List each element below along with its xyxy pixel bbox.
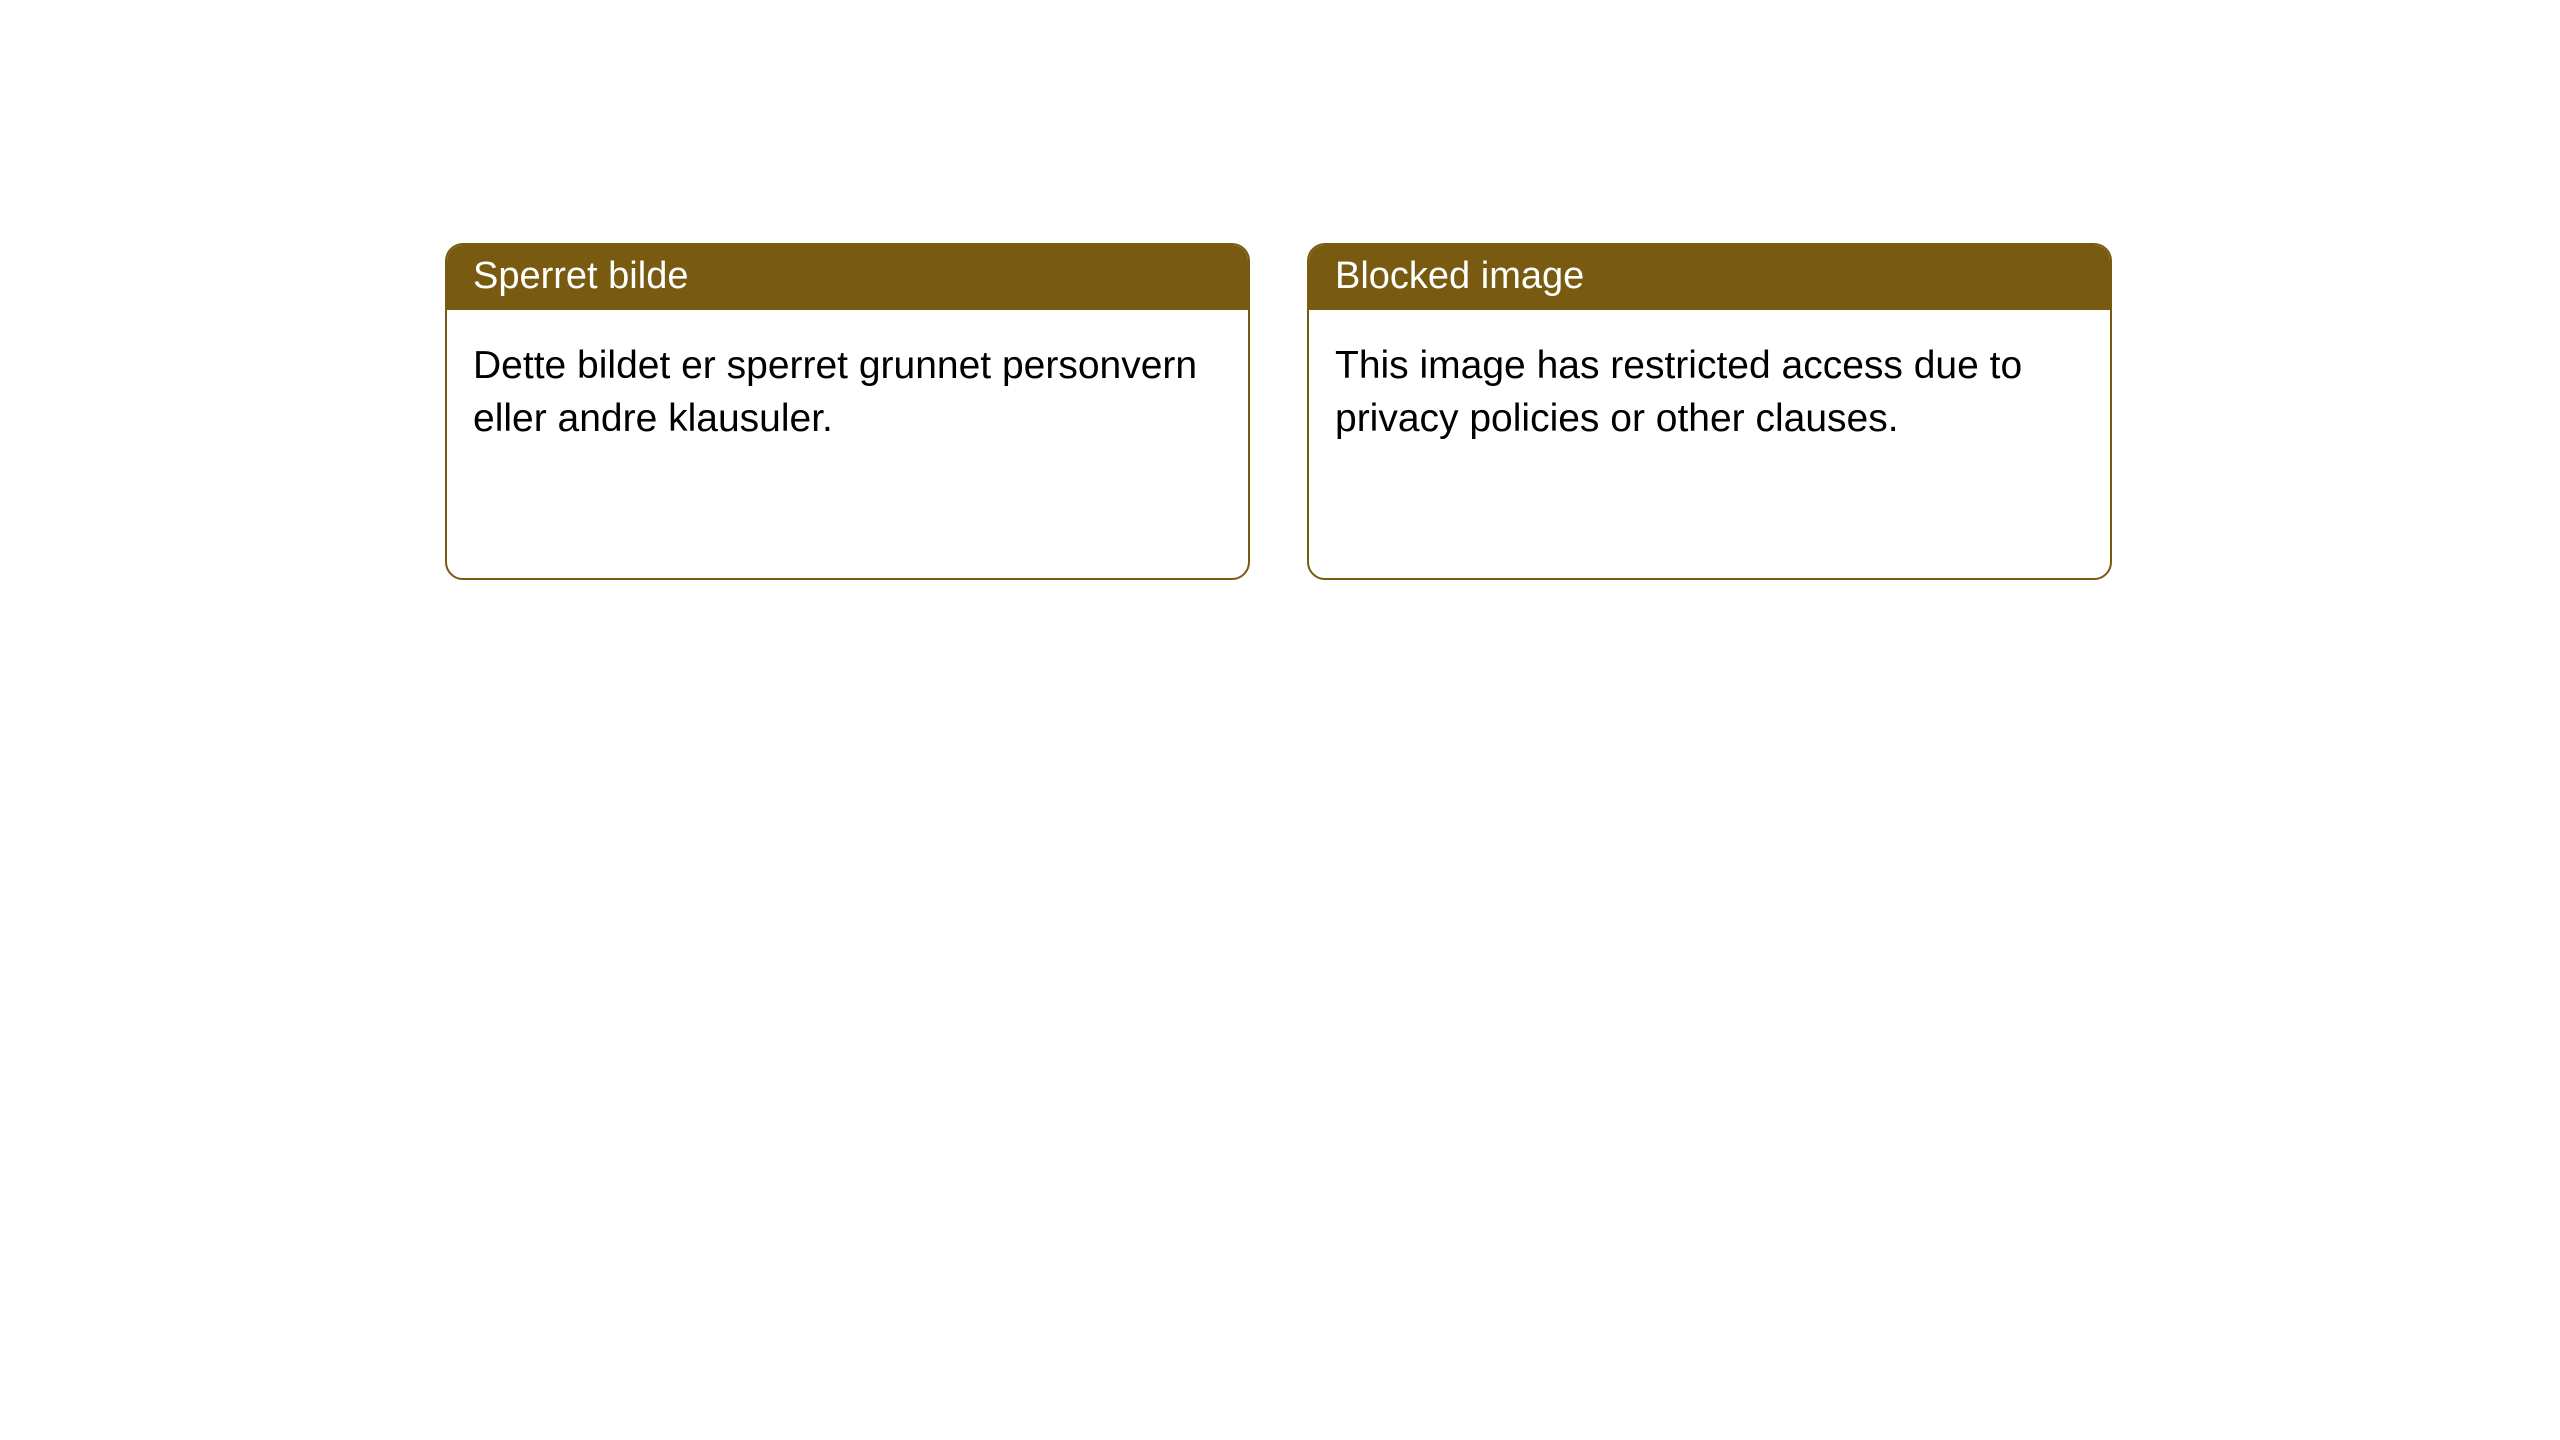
card-body-text: Dette bildet er sperret grunnet personve… <box>473 344 1197 440</box>
card-header: Blocked image <box>1309 245 2110 310</box>
card-header: Sperret bilde <box>447 245 1248 310</box>
notice-card-norwegian: Sperret bilde Dette bildet er sperret gr… <box>445 243 1250 580</box>
notice-container: Sperret bilde Dette bildet er sperret gr… <box>445 243 2112 580</box>
card-body: Dette bildet er sperret grunnet personve… <box>447 310 1248 475</box>
card-body-text: This image has restricted access due to … <box>1335 344 2022 440</box>
notice-card-english: Blocked image This image has restricted … <box>1307 243 2112 580</box>
card-title: Sperret bilde <box>473 255 688 297</box>
card-title: Blocked image <box>1335 255 1584 297</box>
card-body: This image has restricted access due to … <box>1309 310 2110 475</box>
